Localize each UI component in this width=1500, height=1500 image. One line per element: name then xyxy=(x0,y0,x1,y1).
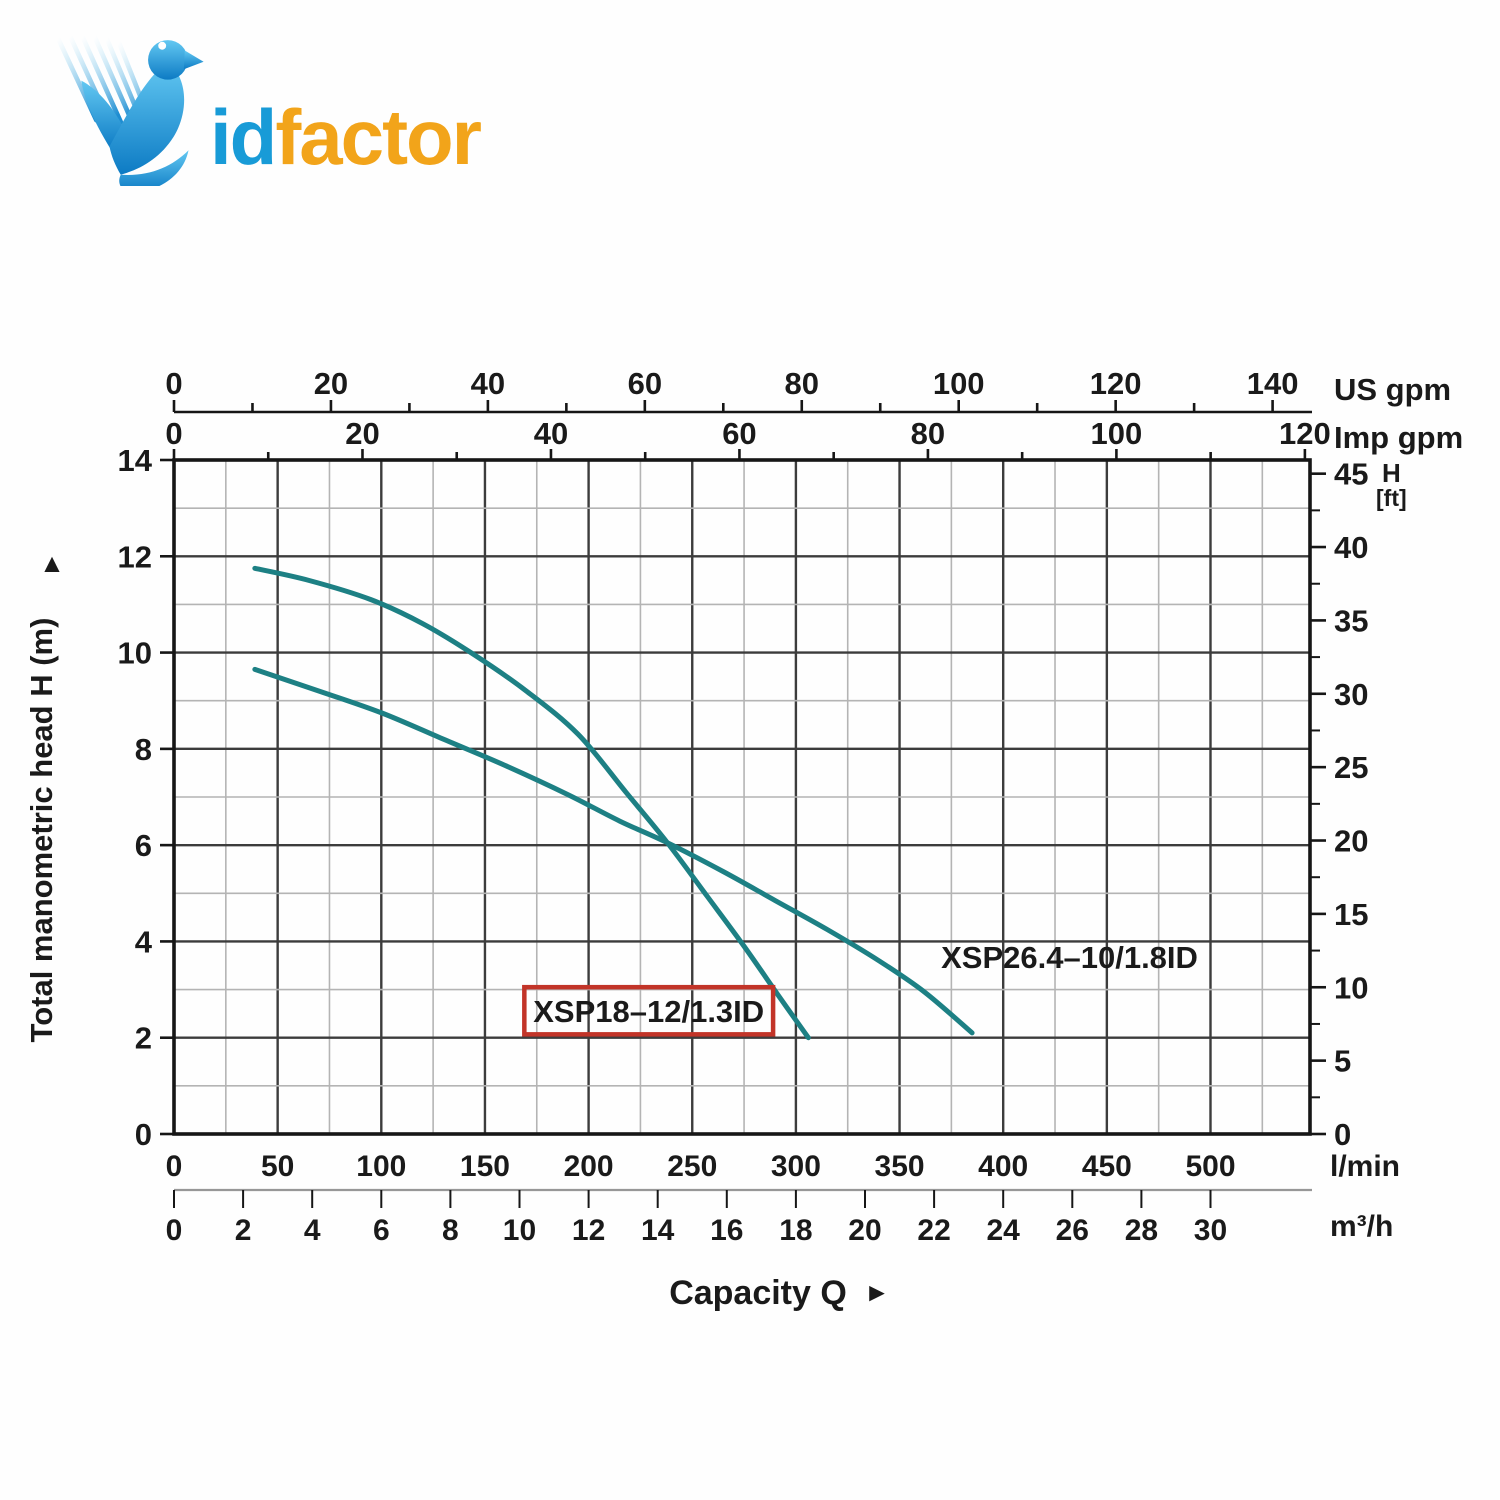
tick-label-lmin: 350 xyxy=(875,1150,925,1183)
tick-label-head-ft: 5 xyxy=(1334,1044,1351,1079)
tick-label-head-ft: 10 xyxy=(1334,970,1368,1005)
tick-label-us-gpm: 0 xyxy=(165,366,182,401)
tick-label-head-ft: 15 xyxy=(1334,897,1368,932)
tick-label-m3h: 26 xyxy=(1056,1214,1089,1247)
tick-label-imp-gpm: 80 xyxy=(911,416,945,451)
tick-label-imp-gpm: 100 xyxy=(1091,416,1143,451)
tick-label-m3h: 2 xyxy=(235,1214,252,1247)
tick-label-lmin: 250 xyxy=(667,1150,717,1183)
tick-label-m3h: 16 xyxy=(710,1214,743,1247)
tick-label-head-m: 14 xyxy=(118,443,153,478)
tick-label-us-gpm: 100 xyxy=(933,366,985,401)
tick-label-lmin: 450 xyxy=(1082,1150,1132,1183)
tick-label-head-m: 10 xyxy=(118,636,152,671)
tick-label-m3h: 30 xyxy=(1194,1214,1227,1247)
vidfactor-logo: id factor xyxy=(38,26,482,186)
tick-label-head-ft: 0 xyxy=(1334,1117,1351,1152)
tick-label-imp-gpm: 40 xyxy=(534,416,568,451)
tick-label-head-m: 8 xyxy=(135,732,152,767)
capacity-axis-title: Capacity Q xyxy=(669,1274,847,1312)
tick-label-head-ft: 40 xyxy=(1334,530,1368,565)
tick-label-m3h: 22 xyxy=(917,1214,950,1247)
tick-label-lmin: 0 xyxy=(166,1150,183,1183)
tick-label-head-m: 12 xyxy=(118,539,152,574)
logo-text-factor: factor xyxy=(275,93,482,181)
tick-label-m3h: 20 xyxy=(848,1214,881,1247)
tick-label-m3h: 4 xyxy=(304,1214,321,1247)
series-label-xsp18: XSP18–12/1.3ID xyxy=(533,994,764,1029)
tick-label-m3h: 10 xyxy=(503,1214,536,1247)
curve-xsp18 xyxy=(252,565,811,1041)
axis-unit-us-gpm: US gpm xyxy=(1334,372,1451,407)
tick-label-us-gpm: 140 xyxy=(1247,366,1299,401)
series-label-xsp26: XSP26.4–10/1.8ID xyxy=(941,940,1198,975)
tick-label-us-gpm: 20 xyxy=(314,366,348,401)
tick-label-imp-gpm: 60 xyxy=(722,416,756,451)
curve-xsp26 xyxy=(252,666,975,1036)
tick-label-m3h: 12 xyxy=(572,1214,605,1247)
axis-unit-lmin: l/min xyxy=(1330,1150,1400,1183)
axis-unit-imp-gpm: Imp gpm xyxy=(1334,420,1463,455)
tick-label-us-gpm: 80 xyxy=(785,366,819,401)
capacity-right-arrow-icon: ► xyxy=(864,1277,890,1307)
tick-label-head-m: 0 xyxy=(135,1117,152,1152)
logo-text-id: id xyxy=(210,93,277,181)
axis-title-head-m: Total manometric head H (m) xyxy=(24,618,59,1043)
tick-label-lmin: 200 xyxy=(564,1150,614,1183)
tick-label-head-ft: 20 xyxy=(1334,824,1368,859)
tick-label-imp-gpm: 20 xyxy=(345,416,379,451)
tick-label-head-m: 2 xyxy=(135,1021,152,1056)
tick-label-lmin: 300 xyxy=(771,1150,821,1183)
tick-label-head-m: 4 xyxy=(135,924,153,959)
highlight-box-xsp18 xyxy=(522,984,776,1037)
tick-label-lmin: 100 xyxy=(356,1150,406,1183)
head-axis-up-arrow-icon: ▲ xyxy=(39,548,65,578)
tick-label-m3h: 8 xyxy=(442,1214,459,1247)
tick-label-lmin: 150 xyxy=(460,1150,510,1183)
tick-label-us-gpm: 120 xyxy=(1090,366,1142,401)
tick-label-m3h: 14 xyxy=(641,1214,675,1247)
tick-label-m3h: 0 xyxy=(166,1214,183,1247)
tick-label-m3h: 6 xyxy=(373,1214,390,1247)
axis-unit-h: H xyxy=(1382,458,1401,488)
bird-body xyxy=(81,40,204,186)
tick-label-m3h: 28 xyxy=(1125,1214,1158,1247)
tick-label-head-ft: 45 xyxy=(1334,457,1368,492)
axis-unit-ft: [ft] xyxy=(1376,485,1407,511)
tick-label-head-m: 6 xyxy=(135,828,152,863)
tick-label-us-gpm: 40 xyxy=(471,366,505,401)
tick-label-imp-gpm: 0 xyxy=(165,416,182,451)
tick-label-head-ft: 30 xyxy=(1334,677,1368,712)
plot-frame xyxy=(172,458,1312,1136)
tick-label-us-gpm: 60 xyxy=(628,366,662,401)
tick-label-head-ft: 35 xyxy=(1334,603,1368,638)
tick-label-imp-gpm: 120 xyxy=(1279,416,1331,451)
tick-label-lmin: 50 xyxy=(261,1150,294,1183)
axis-unit-m3h: m³/h xyxy=(1330,1210,1393,1243)
tick-label-m3h: 18 xyxy=(779,1214,812,1247)
tick-label-lmin: 400 xyxy=(978,1150,1028,1183)
vidfactor-bird-logo-icon xyxy=(52,27,204,186)
tick-label-m3h: 24 xyxy=(987,1214,1021,1247)
bird-eye xyxy=(158,41,167,50)
tick-label-head-ft: 25 xyxy=(1334,750,1368,785)
tick-label-lmin: 500 xyxy=(1185,1150,1235,1183)
